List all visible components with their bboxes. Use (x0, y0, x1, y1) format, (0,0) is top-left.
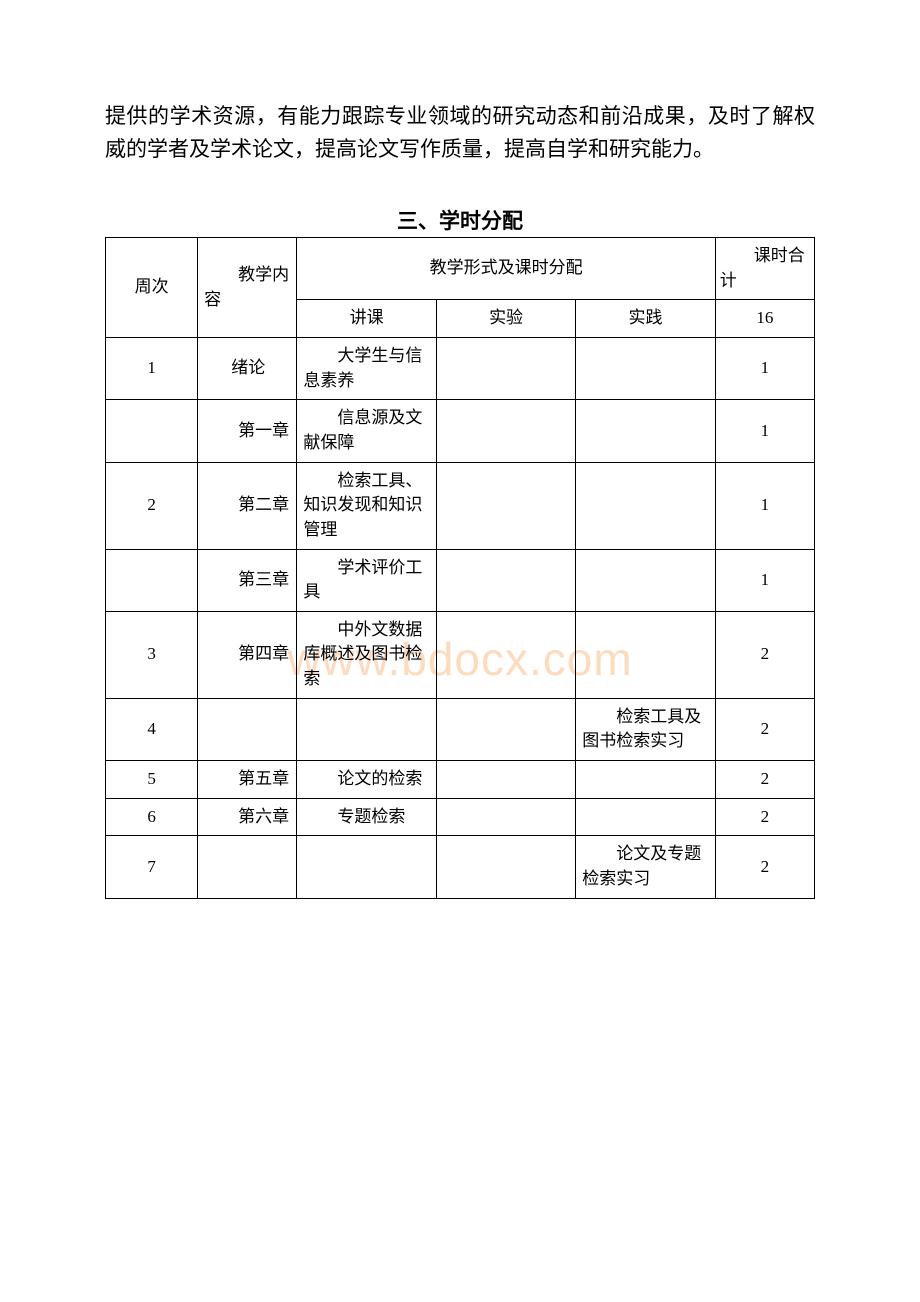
cell-lecture-text: 大学生与信息素养 (303, 344, 431, 393)
cell-content: 第二章 (198, 462, 297, 549)
cell-week: 5 (106, 760, 198, 798)
cell-practice (576, 611, 715, 698)
cell-practice (576, 549, 715, 611)
cell-content: 第三章 (198, 549, 297, 611)
cell-lab (436, 462, 575, 549)
cell-week: 3 (106, 611, 198, 698)
cell-lab (436, 400, 575, 462)
cell-content-text: 第四章 (204, 642, 292, 667)
cell-week: 2 (106, 462, 198, 549)
header-content: 教学内容 (198, 238, 297, 338)
cell-week: 4 (106, 698, 198, 760)
cell-total: 2 (715, 698, 814, 760)
cell-total: 1 (715, 400, 814, 462)
cell-total: 2 (715, 611, 814, 698)
intro-paragraph: 提供的学术资源，有能力跟踪专业领域的研究动态和前沿成果，及时了解权威的学者及学术… (105, 100, 815, 165)
cell-practice-text: 检索工具及图书检索实习 (582, 705, 710, 754)
section-heading: 三、学时分配 (105, 205, 815, 235)
cell-content: 第四章 (198, 611, 297, 698)
cell-practice (576, 338, 715, 400)
cell-lab (436, 798, 575, 836)
cell-content-text: 第二章 (204, 493, 292, 518)
cell-total: 1 (715, 462, 814, 549)
cell-lecture: 专题检索 (297, 798, 436, 836)
header-practice: 实践 (576, 300, 715, 338)
table-row: 5 第五章 论文的检索 2 (106, 760, 815, 798)
cell-week: 1 (106, 338, 198, 400)
cell-practice (576, 760, 715, 798)
cell-practice (576, 462, 715, 549)
header-total-text: 课时合计 (720, 244, 810, 293)
header-total-value: 16 (715, 300, 814, 338)
cell-content: 绪论 (198, 338, 297, 400)
cell-content (198, 836, 297, 898)
table-row: 第三章 学术评价工具 1 (106, 549, 815, 611)
cell-lecture: 信息源及文献保障 (297, 400, 436, 462)
cell-week: 6 (106, 798, 198, 836)
cell-lecture (297, 698, 436, 760)
page-content: 提供的学术资源，有能力跟踪专业领域的研究动态和前沿成果，及时了解权威的学者及学术… (105, 100, 815, 899)
cell-lecture-text: 专题检索 (303, 805, 431, 830)
header-total: 课时合计 (715, 238, 814, 300)
cell-lab (436, 836, 575, 898)
cell-practice: 检索工具及图书检索实习 (576, 698, 715, 760)
cell-lecture: 大学生与信息素养 (297, 338, 436, 400)
table-row: 3 第四章 中外文数据库概述及图书检索 2 (106, 611, 815, 698)
cell-lecture-text: 学术评价工具 (303, 556, 431, 605)
cell-content: 第一章 (198, 400, 297, 462)
cell-content (198, 698, 297, 760)
cell-content-text: 第六章 (204, 805, 292, 830)
cell-lecture (297, 836, 436, 898)
schedule-table: 周次 教学内容 教学形式及课时分配 课时合计 讲课 实验 实践 16 1 绪论 … (105, 237, 815, 898)
table-row: 1 绪论 大学生与信息素养 1 (106, 338, 815, 400)
table-row: 7 论文及专题检索实习 2 (106, 836, 815, 898)
cell-practice (576, 798, 715, 836)
cell-lab (436, 338, 575, 400)
cell-content: 第六章 (198, 798, 297, 836)
header-week: 周次 (106, 238, 198, 338)
header-lecture: 讲课 (297, 300, 436, 338)
table-row: 4 检索工具及图书检索实习 2 (106, 698, 815, 760)
cell-lecture-text: 信息源及文献保障 (303, 406, 431, 455)
cell-total: 1 (715, 338, 814, 400)
cell-lab (436, 549, 575, 611)
cell-week (106, 549, 198, 611)
cell-lecture: 论文的检索 (297, 760, 436, 798)
cell-practice-text: 论文及专题检索实习 (582, 842, 710, 891)
table-row: 6 第六章 专题检索 2 (106, 798, 815, 836)
cell-lecture: 中外文数据库概述及图书检索 (297, 611, 436, 698)
cell-lecture-text: 中外文数据库概述及图书检索 (303, 618, 431, 692)
cell-lab (436, 698, 575, 760)
cell-lab (436, 611, 575, 698)
cell-lecture-text: 检索工具、知识发现和知识管理 (303, 469, 431, 543)
cell-lecture-text: 论文的检索 (303, 767, 431, 792)
cell-lecture: 学术评价工具 (297, 549, 436, 611)
cell-week (106, 400, 198, 462)
table-row: 第一章 信息源及文献保障 1 (106, 400, 815, 462)
cell-total: 2 (715, 760, 814, 798)
table-header-row-1: 周次 教学内容 教学形式及课时分配 课时合计 (106, 238, 815, 300)
cell-practice (576, 400, 715, 462)
cell-total: 1 (715, 549, 814, 611)
header-content-text: 教学内容 (204, 263, 292, 312)
cell-content-text: 第一章 (204, 419, 292, 444)
header-lab: 实验 (436, 300, 575, 338)
cell-week: 7 (106, 836, 198, 898)
header-form: 教学形式及课时分配 (297, 238, 715, 300)
cell-content-text: 第五章 (204, 767, 292, 792)
cell-lab (436, 760, 575, 798)
cell-practice: 论文及专题检索实习 (576, 836, 715, 898)
cell-total: 2 (715, 798, 814, 836)
cell-content: 第五章 (198, 760, 297, 798)
cell-content-text: 第三章 (204, 568, 292, 593)
cell-total: 2 (715, 836, 814, 898)
table-row: 2 第二章 检索工具、知识发现和知识管理 1 (106, 462, 815, 549)
cell-lecture: 检索工具、知识发现和知识管理 (297, 462, 436, 549)
